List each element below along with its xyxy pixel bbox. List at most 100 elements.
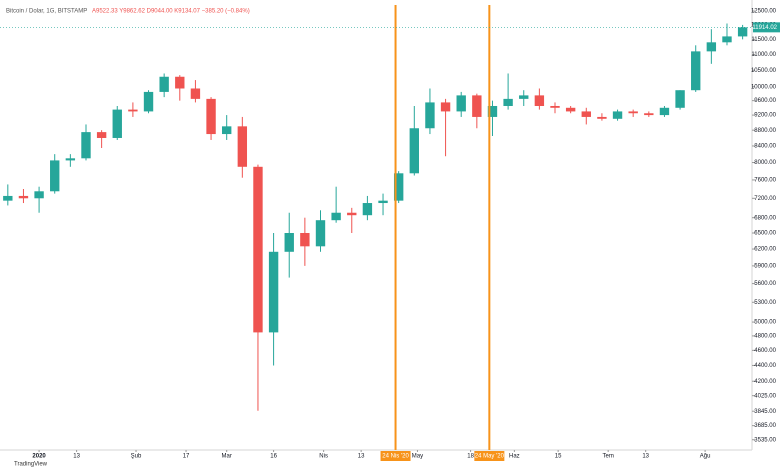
y-tick-label: 10000.00 — [751, 84, 777, 90]
candle-body — [440, 102, 451, 112]
candle-body — [128, 109, 138, 112]
candle-body — [565, 107, 576, 112]
candle-body — [112, 109, 122, 138]
candle-body — [81, 132, 91, 159]
date-marker-label: 24 Nis '20 — [382, 454, 409, 460]
candle-body — [659, 107, 670, 116]
y-tick-label: 8800.00 — [754, 128, 776, 134]
candle-body — [206, 98, 216, 135]
x-tick-label: Ağu — [700, 454, 711, 460]
x-tick-label: 16 — [270, 454, 277, 460]
candle-body — [3, 195, 13, 201]
y-tick-label: 11500.00 — [751, 37, 776, 43]
legend-title: Bitcoin / Dolar, 1G, BITSTAMP — [6, 9, 87, 15]
candle-body — [456, 95, 466, 112]
y-tick-label: 5900.00 — [754, 263, 776, 269]
y-tick-label: 4200.00 — [754, 379, 776, 385]
date-marker-box — [474, 451, 505, 461]
y-tick-label: 3685.00 — [754, 423, 776, 429]
candle-body — [222, 126, 232, 135]
x-tick-label: 18 — [467, 454, 474, 460]
candle-body — [503, 98, 513, 106]
date-marker-box — [380, 451, 411, 461]
y-tick-label: 4400.00 — [754, 363, 776, 369]
candle-body — [425, 102, 435, 129]
candle-body — [284, 233, 294, 252]
candle-body — [237, 126, 248, 167]
x-tick-label: May — [412, 454, 423, 460]
candle-body — [331, 212, 341, 221]
candle-body — [393, 173, 404, 201]
candle-body — [159, 76, 169, 92]
x-tick-label: 17 — [183, 454, 190, 460]
y-tick-label: 8000.00 — [754, 160, 776, 166]
candle-body — [691, 51, 701, 91]
candle-body — [722, 36, 732, 43]
last-price-box — [753, 22, 780, 33]
candle-body — [190, 88, 201, 99]
y-tick-label: 4025.00 — [754, 393, 776, 399]
candle-body — [18, 195, 29, 199]
x-tick-label: 13 — [642, 454, 649, 460]
y-tick-label: 3535.00 — [754, 437, 776, 443]
candle-body — [50, 160, 60, 192]
y-tick-label: 6200.00 — [754, 247, 776, 253]
x-tick-label: Şub — [131, 454, 142, 460]
candle-body — [175, 76, 185, 89]
candle-body — [378, 200, 388, 204]
brand: TradingView — [14, 462, 48, 468]
x-tick-label: 15 — [555, 454, 562, 460]
y-tick-label: 4800.00 — [754, 333, 776, 339]
y-tick-label: 6800.00 — [754, 215, 776, 221]
candle-body — [644, 113, 654, 116]
candle-body — [737, 27, 748, 37]
candle-body — [34, 191, 44, 199]
x-tick-label: Nis — [319, 454, 328, 460]
last-price-label: 11914.02 — [752, 25, 777, 31]
candle-body — [362, 203, 373, 216]
x-tick-label: Haz — [509, 454, 520, 460]
date-marker-label: 24 May '20 — [475, 454, 505, 460]
ohlc-readout: A9522.33 Y9862.62 D9044.00 K9134.07 −385… — [92, 9, 250, 15]
y-tick-label: 12500.00 — [751, 9, 777, 15]
candle-body — [409, 128, 419, 174]
candle-body — [487, 105, 498, 117]
y-tick-label: 7600.00 — [754, 178, 776, 184]
candle-body — [581, 111, 591, 117]
candle-body — [65, 158, 76, 161]
candle-body — [96, 132, 107, 138]
candle-body — [628, 111, 638, 114]
candle-body — [315, 220, 326, 247]
y-tick-label: 4600.00 — [754, 348, 776, 354]
candle-body — [550, 105, 560, 108]
candle-body — [612, 111, 623, 119]
x-tick-label: Mar — [222, 454, 232, 460]
x-tick-label: 13 — [73, 454, 80, 460]
candle-body — [675, 90, 685, 108]
y-tick-label: 3845.00 — [754, 409, 776, 415]
candle-body — [268, 251, 279, 333]
candle-body — [534, 95, 545, 106]
y-tick-label: 11000.00 — [751, 52, 776, 58]
y-tick-label: 8400.00 — [754, 144, 776, 150]
candle-body — [472, 95, 482, 117]
y-tick-label: 6500.00 — [754, 231, 776, 237]
candle-body — [347, 212, 357, 216]
y-tick-label: 7200.00 — [754, 196, 776, 202]
candle-body — [253, 166, 263, 333]
y-tick-label: 5600.00 — [754, 281, 776, 287]
x-tick-label: 2020 — [32, 454, 46, 460]
candle-body — [143, 91, 154, 112]
x-tick-label: Tem — [602, 454, 613, 460]
y-tick-label: 5300.00 — [754, 300, 776, 306]
candle-body — [300, 233, 310, 247]
y-tick-label: 9600.00 — [754, 98, 776, 104]
candle-body — [597, 116, 607, 119]
candle-body — [706, 42, 717, 52]
y-tick-label: 9200.00 — [754, 113, 776, 119]
candle-body — [519, 95, 529, 99]
y-tick-label: 10500.00 — [751, 68, 777, 74]
y-tick-label: 5000.00 — [754, 320, 776, 326]
